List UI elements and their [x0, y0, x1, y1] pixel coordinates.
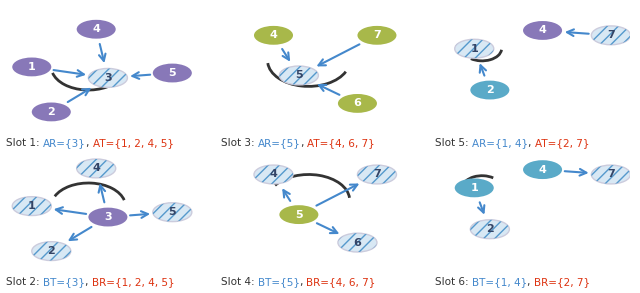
Ellipse shape	[32, 103, 71, 121]
Ellipse shape	[470, 81, 509, 99]
Ellipse shape	[454, 178, 493, 197]
Ellipse shape	[338, 233, 377, 252]
Text: ,: ,	[528, 138, 535, 148]
Text: 3: 3	[104, 73, 112, 83]
Ellipse shape	[523, 21, 562, 40]
Text: ,: ,	[86, 138, 93, 148]
Text: Slot 2:: Slot 2:	[6, 277, 44, 287]
Text: 7: 7	[607, 169, 615, 180]
Ellipse shape	[12, 57, 51, 76]
Text: AR={1, 4}: AR={1, 4}	[472, 138, 528, 148]
Text: Slot 3:: Slot 3:	[221, 138, 258, 148]
Text: ,: ,	[527, 277, 534, 287]
Ellipse shape	[153, 64, 192, 82]
Text: BT={3}: BT={3}	[44, 277, 85, 287]
Text: Slot 5:: Slot 5:	[435, 138, 472, 148]
Ellipse shape	[12, 197, 51, 216]
Ellipse shape	[591, 26, 630, 45]
Text: ,: ,	[300, 277, 307, 287]
Ellipse shape	[338, 94, 377, 113]
Ellipse shape	[77, 159, 116, 178]
Text: 5: 5	[168, 207, 176, 217]
Text: 1: 1	[28, 62, 36, 72]
Text: ,: ,	[85, 277, 92, 287]
Text: BT={1, 4}: BT={1, 4}	[472, 277, 527, 287]
Ellipse shape	[280, 66, 319, 85]
Text: BR={1, 2, 4, 5}: BR={1, 2, 4, 5}	[92, 277, 175, 287]
Ellipse shape	[88, 208, 127, 226]
Text: 1: 1	[470, 183, 478, 193]
Ellipse shape	[454, 39, 493, 58]
Text: AT={4, 6, 7}: AT={4, 6, 7}	[307, 138, 375, 148]
Ellipse shape	[153, 203, 192, 222]
Text: 3: 3	[104, 212, 112, 222]
Ellipse shape	[523, 160, 562, 179]
Text: 4: 4	[269, 30, 278, 40]
Ellipse shape	[470, 220, 509, 239]
Text: 7: 7	[373, 30, 381, 40]
Text: Slot 1:: Slot 1:	[6, 138, 44, 148]
Ellipse shape	[357, 165, 396, 184]
Ellipse shape	[591, 165, 630, 184]
Text: 4: 4	[269, 169, 278, 180]
Text: AR={5}: AR={5}	[258, 138, 301, 148]
Ellipse shape	[254, 165, 293, 184]
Text: BR={4, 6, 7}: BR={4, 6, 7}	[307, 277, 376, 287]
Text: 4: 4	[92, 24, 100, 34]
Text: 5: 5	[295, 209, 303, 220]
Ellipse shape	[77, 20, 116, 39]
Text: 5: 5	[295, 70, 303, 81]
Text: 1: 1	[470, 44, 478, 54]
Text: 5: 5	[168, 68, 176, 78]
Text: 1: 1	[28, 201, 36, 211]
Ellipse shape	[32, 242, 71, 260]
Text: 6: 6	[353, 98, 362, 108]
Text: 7: 7	[373, 169, 381, 180]
Text: 4: 4	[539, 25, 547, 35]
Ellipse shape	[280, 205, 319, 224]
Text: AT={1, 2, 4, 5}: AT={1, 2, 4, 5}	[93, 138, 174, 148]
Ellipse shape	[357, 26, 396, 45]
Text: Slot 4:: Slot 4:	[221, 277, 258, 287]
Text: 2: 2	[47, 107, 55, 117]
Text: BR={2, 7}: BR={2, 7}	[534, 277, 590, 287]
Text: 7: 7	[607, 30, 615, 40]
Ellipse shape	[254, 26, 293, 45]
Text: 4: 4	[92, 163, 100, 173]
Text: BT={5}: BT={5}	[258, 277, 300, 287]
Text: AR={3}: AR={3}	[44, 138, 86, 148]
Text: Slot 6:: Slot 6:	[435, 277, 472, 287]
Text: 6: 6	[353, 238, 362, 248]
Text: 4: 4	[539, 165, 547, 175]
Text: AT={2, 7}: AT={2, 7}	[535, 138, 589, 148]
Text: ,: ,	[301, 138, 307, 148]
Text: 2: 2	[47, 246, 55, 256]
Text: 2: 2	[486, 85, 493, 95]
Ellipse shape	[88, 69, 127, 87]
Text: 2: 2	[486, 224, 493, 234]
